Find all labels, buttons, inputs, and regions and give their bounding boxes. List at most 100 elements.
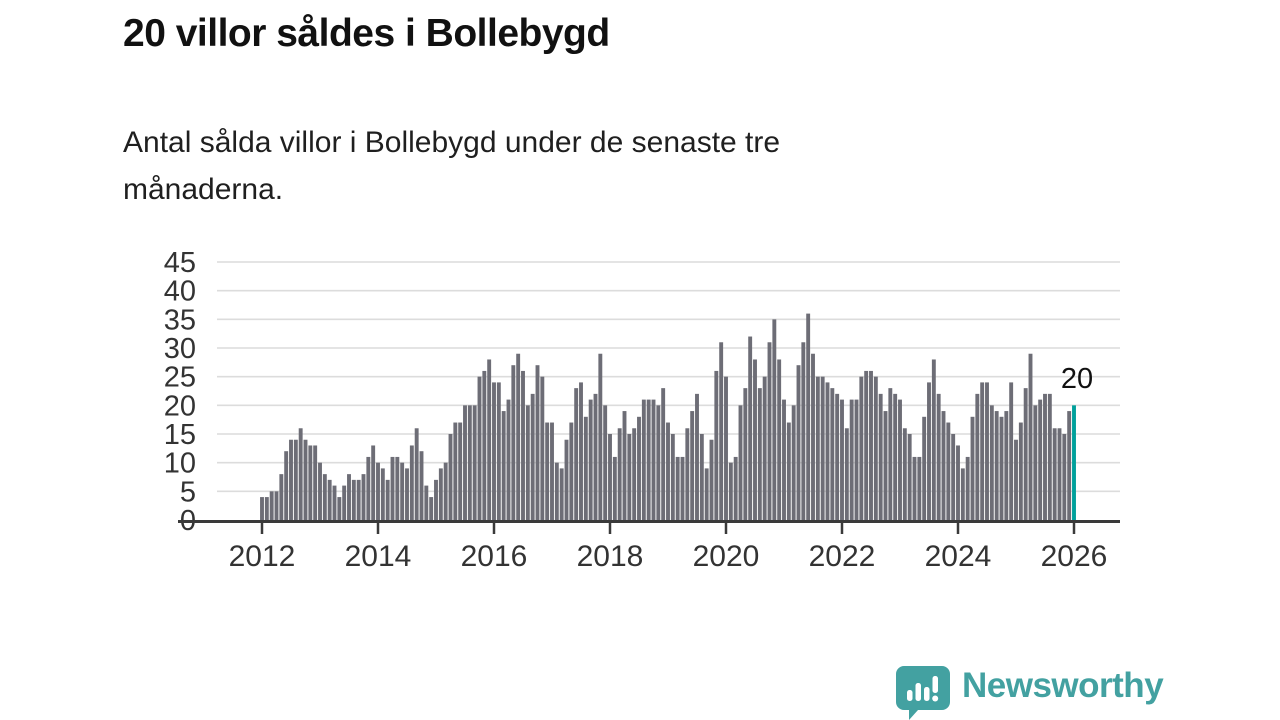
bar[interactable]: [975, 393, 980, 520]
bar[interactable]: [1033, 405, 1038, 520]
bar[interactable]: [603, 405, 608, 520]
bar[interactable]: [608, 434, 612, 520]
bar[interactable]: [907, 434, 912, 520]
bar[interactable]: [675, 456, 680, 520]
bar[interactable]: [728, 462, 733, 520]
bar[interactable]: [1004, 411, 1009, 520]
bar[interactable]: [1047, 393, 1052, 520]
bar[interactable]: [414, 428, 419, 520]
bar[interactable]: [960, 468, 965, 520]
bar[interactable]: [917, 456, 922, 520]
bar[interactable]: [1052, 428, 1057, 520]
bar[interactable]: [434, 479, 438, 520]
bar[interactable]: [777, 359, 782, 520]
bar[interactable]: [840, 399, 844, 520]
bar[interactable]: [641, 399, 646, 520]
bar[interactable]: [593, 393, 598, 520]
bar[interactable]: [260, 497, 264, 520]
bar[interactable]: [849, 399, 854, 520]
bar[interactable]: [811, 353, 815, 520]
bar[interactable]: [902, 428, 907, 520]
bar[interactable]: [1067, 411, 1072, 520]
bar[interactable]: [458, 422, 463, 520]
bar[interactable]: [545, 422, 550, 520]
bar[interactable]: [313, 445, 318, 520]
bar[interactable]: [912, 456, 917, 520]
bar[interactable]: [844, 428, 849, 520]
bar[interactable]: [743, 388, 748, 520]
bar[interactable]: [835, 393, 840, 520]
bar[interactable]: [463, 405, 467, 520]
bar[interactable]: [989, 405, 994, 520]
bar[interactable]: [535, 365, 540, 520]
bar[interactable]: [815, 376, 820, 520]
bar[interactable]: [661, 388, 666, 520]
brand-name[interactable]: Newsworthy: [962, 666, 1164, 705]
bar[interactable]: [637, 416, 641, 520]
bar[interactable]: [941, 411, 946, 520]
highlighted-bar[interactable]: [1072, 405, 1076, 520]
bar[interactable]: [332, 485, 337, 520]
bar[interactable]: [429, 497, 434, 520]
bar[interactable]: [284, 451, 289, 520]
bar[interactable]: [438, 468, 443, 520]
bar[interactable]: [264, 497, 269, 520]
bar[interactable]: [985, 382, 989, 520]
bar[interactable]: [873, 376, 878, 520]
bar[interactable]: [685, 428, 690, 520]
bar[interactable]: [1023, 388, 1028, 520]
bar[interactable]: [936, 393, 941, 520]
bar[interactable]: [864, 370, 869, 520]
bar[interactable]: [994, 411, 999, 520]
bar[interactable]: [559, 468, 564, 520]
bar[interactable]: [588, 399, 593, 520]
bar[interactable]: [530, 393, 535, 520]
bar[interactable]: [409, 445, 414, 520]
bar[interactable]: [762, 376, 767, 520]
bar[interactable]: [351, 479, 356, 520]
bar[interactable]: [999, 416, 1004, 520]
bar[interactable]: [980, 382, 985, 520]
bar[interactable]: [646, 399, 651, 520]
bar[interactable]: [612, 456, 617, 520]
bar[interactable]: [869, 370, 873, 520]
bar[interactable]: [883, 411, 888, 520]
bar[interactable]: [525, 405, 530, 520]
bar[interactable]: [395, 456, 400, 520]
bar[interactable]: [376, 462, 380, 520]
bar[interactable]: [516, 353, 521, 520]
bar[interactable]: [782, 399, 786, 520]
bar[interactable]: [796, 365, 801, 520]
bar[interactable]: [791, 405, 796, 520]
bar[interactable]: [617, 428, 622, 520]
bar[interactable]: [453, 422, 458, 520]
bar[interactable]: [448, 434, 453, 520]
bar[interactable]: [506, 399, 511, 520]
bar[interactable]: [269, 491, 274, 520]
bar[interactable]: [583, 416, 588, 520]
bar[interactable]: [753, 359, 757, 520]
bar[interactable]: [1028, 353, 1033, 520]
bar[interactable]: [487, 359, 492, 520]
bar[interactable]: [511, 365, 516, 520]
bar[interactable]: [347, 474, 351, 520]
bar[interactable]: [492, 382, 496, 520]
bar[interactable]: [820, 376, 825, 520]
bar[interactable]: [767, 342, 772, 520]
bar[interactable]: [888, 388, 893, 520]
bar[interactable]: [956, 445, 960, 520]
bar[interactable]: [550, 422, 554, 520]
bar[interactable]: [806, 313, 811, 520]
bar[interactable]: [893, 393, 898, 520]
bar[interactable]: [293, 439, 298, 520]
bar[interactable]: [970, 416, 975, 520]
bar[interactable]: [477, 376, 482, 520]
bar[interactable]: [322, 474, 327, 520]
bar[interactable]: [1062, 434, 1067, 520]
bar[interactable]: [927, 382, 931, 520]
bar[interactable]: [878, 393, 883, 520]
bar[interactable]: [709, 439, 714, 520]
bar[interactable]: [859, 376, 864, 520]
bar[interactable]: [965, 456, 970, 520]
bar[interactable]: [719, 342, 724, 520]
